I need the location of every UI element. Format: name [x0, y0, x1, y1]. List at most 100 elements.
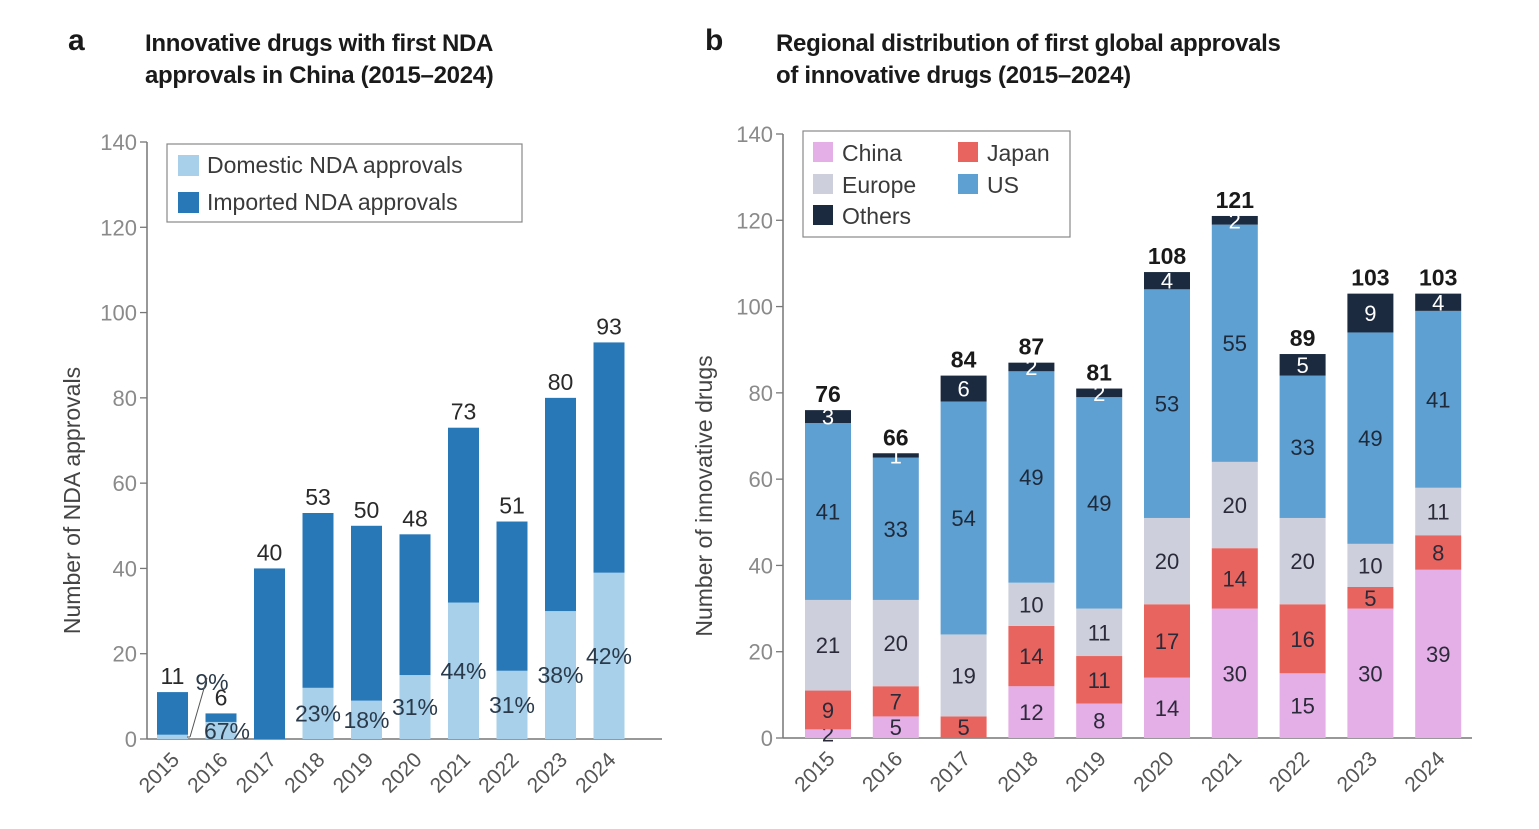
- chart-b-y-tick-label: 100: [736, 295, 773, 320]
- chart-a-share-label: 31%: [489, 692, 535, 718]
- chart-b-legend-swatch: [813, 142, 833, 162]
- chart-b-segment-label: 17: [1155, 629, 1179, 654]
- chart-b-bar-japan: [1347, 587, 1394, 609]
- chart-b-segment-label: 12: [1019, 700, 1043, 725]
- chart-a-y-tick-label: 100: [100, 301, 137, 326]
- chart-b-bar-us: [1211, 224, 1258, 462]
- chart-b-segment-label: 49: [1087, 491, 1111, 516]
- chart-b-bar-japan: [1076, 656, 1123, 704]
- chart-b-legend-label: Japan: [987, 140, 1050, 166]
- panel-a-letter: a: [68, 24, 85, 57]
- chart-b-segment-label: 8: [1093, 709, 1105, 734]
- chart-b-x-tick-label: 2018: [994, 747, 1043, 796]
- chart-a-total-label: 6: [215, 684, 228, 710]
- chart-b-total-label: 81: [1086, 360, 1112, 386]
- chart-b-legend-swatch: [813, 174, 833, 194]
- chart-a-bar-imported: [254, 568, 285, 739]
- chart-b-x-tick-label: 2016: [858, 747, 907, 796]
- chart-b-legend-swatch: [958, 174, 978, 194]
- chart-b-total-label: 103: [1419, 265, 1457, 291]
- chart-b-bar-china: [1279, 673, 1326, 738]
- chart-a-x-tick-label: 2015: [135, 748, 184, 797]
- chart-b-y-tick-label: 140: [736, 122, 773, 147]
- panel-a-title: Innovative drugs with first NDA approval…: [145, 28, 494, 92]
- chart-b-bar-europe: [940, 634, 987, 717]
- chart-b-bar-us: [1415, 310, 1462, 488]
- chart-b-segment-label: 49: [1358, 426, 1382, 451]
- chart-b-bar-china: [1415, 569, 1462, 738]
- chart-b-legend-label: Europe: [842, 172, 916, 198]
- chart-b-bar-china: [872, 716, 919, 738]
- chart-b-x-tick-label: 2019: [1061, 747, 1110, 796]
- chart-a-legend-label: Domestic NDA approvals: [207, 152, 463, 178]
- chart-b-bar-europe: [1279, 517, 1326, 605]
- chart-b-total-label: 87: [1019, 334, 1045, 360]
- chart-b-bar-europe: [1211, 461, 1258, 549]
- chart-a-y-tick-label: 80: [113, 386, 137, 411]
- chart-b-bar-us: [1279, 375, 1326, 518]
- chart-b-bar-us: [940, 401, 987, 635]
- chart-b-bar-europe: [1076, 608, 1123, 657]
- chart-a-y-tick-label: 140: [100, 130, 137, 155]
- chart-b-segment-label: 1: [890, 443, 902, 468]
- chart-b-bar-china: [1144, 677, 1190, 738]
- chart-b-segment-label: 4: [1432, 290, 1444, 315]
- chart-b-x-tick-label: 2020: [1129, 747, 1178, 796]
- chart-b-segment-label: 55: [1223, 331, 1247, 356]
- chart-a-bar-imported: [496, 521, 528, 671]
- chart-b-y-tick-label: 40: [749, 553, 773, 578]
- chart-b-segment-label: 2: [1229, 208, 1241, 233]
- panel-b-title-line2: of innovative drugs (2015–2024): [776, 62, 1131, 89]
- chart-b-bar-japan: [1279, 604, 1326, 674]
- chart-a-total-label: 93: [596, 313, 622, 339]
- chart-b-segment-label: 41: [1426, 387, 1450, 412]
- chart-b-bar-us: [1008, 371, 1055, 583]
- chart-b-segment-label: 11: [1088, 620, 1111, 645]
- chart-b-legend-swatch: [813, 205, 833, 225]
- chart-b-legend-label: US: [987, 172, 1019, 198]
- chart-b-total-label: 89: [1290, 325, 1316, 351]
- chart-a-total-label: 11: [161, 663, 185, 689]
- chart-b-legend-label: China: [842, 140, 902, 166]
- chart-b-bar-china: [805, 729, 851, 738]
- chart-a-legend-swatch: [178, 155, 199, 176]
- chart-b-segment-label: 11: [1088, 668, 1111, 693]
- chart-a-y-axis-label: Number of NDA approvals: [59, 367, 85, 634]
- chart-a-legend-swatch: [178, 192, 199, 213]
- chart-a-bar-imported: [593, 342, 625, 573]
- chart-a-bar-imported: [545, 397, 576, 612]
- chart-b-bar-china: [1076, 703, 1123, 738]
- chart-b-y-tick-label: 0: [761, 726, 773, 751]
- chart-b-segment-label: 20: [1223, 493, 1247, 518]
- chart-b-bar-japan: [1211, 548, 1258, 609]
- chart-a-x-tick-label: 2019: [329, 748, 378, 797]
- chart-b-bar-others: [1211, 215, 1258, 225]
- chart-a-y-tick-label: 40: [113, 556, 137, 581]
- chart-b-bar-japan: [872, 686, 919, 717]
- chart-a-x-tick-label: 2018: [280, 748, 329, 797]
- panel-b-letter: b: [705, 24, 724, 57]
- chart-a-bar-domestic: [399, 675, 431, 739]
- chart-b-segment-label: 5: [1296, 353, 1308, 378]
- chart-a-total-label: 40: [257, 539, 283, 565]
- chart-a-x-tick-label: 2021: [426, 748, 475, 797]
- chart-a-bar-imported: [205, 713, 237, 722]
- chart-a-y-tick-label: 120: [100, 215, 137, 240]
- chart-b-segment-label: 9: [822, 698, 834, 723]
- chart-b-total-label: 121: [1216, 187, 1255, 213]
- chart-b-segment-label: 15: [1290, 694, 1314, 719]
- chart-b-segment-label: 3: [822, 405, 834, 430]
- chart-b-bar-us: [872, 457, 919, 600]
- chart-b-legend-label: Others: [842, 203, 911, 229]
- chart-a-x-tick-label: 2020: [377, 748, 426, 797]
- chart-b-bar-others: [1279, 354, 1326, 376]
- chart-b-x-tick-label: 2015: [790, 747, 839, 796]
- chart-a-bar-domestic: [157, 734, 188, 739]
- chart-b-segment-label: 6: [957, 377, 969, 402]
- chart-b-segment-label: 41: [816, 500, 840, 525]
- chart-b-bar-us: [1076, 397, 1123, 609]
- chart-a-total-label: 50: [354, 497, 380, 523]
- chart-a-bar-imported: [399, 534, 431, 676]
- chart-a-x-tick-label: 2023: [523, 748, 572, 797]
- chart-a-y-tick-label: 0: [125, 727, 137, 752]
